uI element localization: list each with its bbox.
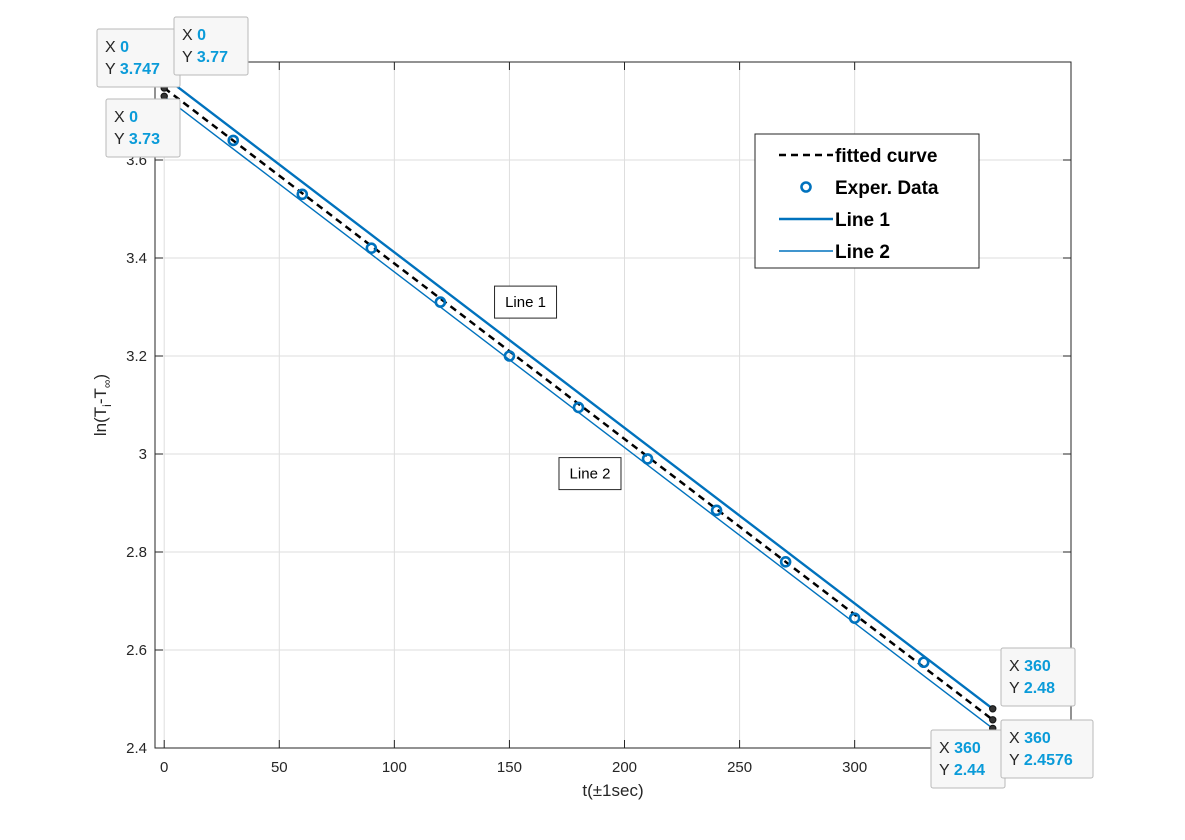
exper-data-point: [434, 296, 447, 308]
y-axis-label: ln(Ti-T∞): [91, 374, 114, 436]
x-tick-label: 0: [160, 759, 168, 776]
datatip: X 0 Y 3.73: [105, 98, 181, 158]
datatip-box: [173, 16, 249, 76]
datatip-y-row: Y 2.44: [939, 762, 985, 779]
datatip-box: [105, 98, 181, 158]
legend-label-line-2: Line 2: [835, 242, 890, 263]
annotations: Line 1 Line 2: [494, 285, 622, 491]
exper-data-point: [917, 656, 930, 669]
y-tick-label: 2.4: [126, 740, 147, 757]
datatip-marker: [989, 705, 997, 713]
exper-data-point: [572, 401, 585, 414]
exper-data-point: [779, 555, 792, 568]
datatip-y-row: Y 2.48: [1009, 680, 1055, 697]
x-axis-label: t(±1sec): [582, 781, 643, 800]
legend-marker-exper-data: [800, 181, 812, 193]
datatip-x-row: X 0: [105, 39, 129, 56]
datatip-y-row: Y 3.73: [114, 131, 160, 148]
exper-data-point: [503, 350, 516, 362]
datatip: X 0 Y 3.747: [96, 28, 181, 88]
annotation-box: Line 2: [558, 457, 622, 491]
datatip-marker: [989, 716, 997, 724]
annotation-text: Line 2: [570, 466, 611, 483]
datatip-x-row: X 0: [182, 27, 206, 44]
datatip-y-row: Y 3.77: [182, 49, 228, 66]
datatip: X 360 Y 2.48: [1000, 647, 1076, 707]
exper-data-point: [227, 134, 240, 147]
series-layer: [163, 75, 994, 729]
annotation-frame: [558, 457, 622, 491]
annotation-text: Line 1: [505, 294, 546, 311]
annotation-frame: [494, 285, 558, 319]
y-tick-label: 3.2: [126, 348, 147, 365]
x-tick-label: 50: [271, 759, 288, 776]
y-tick-label: 2.8: [126, 544, 147, 561]
datatip-box: [930, 729, 1006, 789]
datatip-x-row: X 0: [114, 109, 138, 126]
legend-label-line-1: Line 1: [835, 210, 890, 231]
annotation-box: Line 1: [494, 285, 558, 319]
x-tick-label: 200: [612, 759, 637, 776]
line-1-line: [163, 75, 994, 710]
exper-data-point: [710, 504, 723, 517]
legend-label-exper-data: Exper. Data: [835, 178, 939, 199]
x-tick-label: 250: [727, 759, 752, 776]
x-tick-label: 100: [382, 759, 407, 776]
plot-border: [154, 61, 1072, 749]
legend-label-fitted-curve: fitted curve: [835, 146, 937, 167]
exper-data-point: [848, 612, 861, 624]
y-tick-label: 3.4: [126, 250, 147, 267]
datatip: X 360 Y 2.44: [930, 729, 1006, 789]
exper-data-point: [641, 453, 654, 465]
datatip-x-row: X 360: [939, 740, 981, 757]
x-tick-label: 300: [842, 759, 867, 776]
x-tick-label: 150: [497, 759, 522, 776]
datatip-x-row: X 360: [1009, 658, 1051, 675]
datatip: X 360 Y 2.4576: [1000, 719, 1094, 779]
datatip-x-row: X 360: [1009, 730, 1051, 747]
datatip-box: [1000, 719, 1094, 779]
datatip-box: [1000, 647, 1076, 707]
exper-data-point: [365, 242, 378, 254]
y-tick-label: 3: [139, 446, 147, 463]
datatip-y-row: Y 2.4576: [1009, 752, 1073, 769]
legend: fitted curve Exper. Data Line 1 Line 2: [754, 133, 980, 269]
datatip-y-row: Y 3.747: [105, 61, 160, 78]
y-tick-label: 2.6: [126, 642, 147, 659]
datatip: X 0 Y 3.77: [173, 16, 249, 76]
legend-box: [754, 133, 980, 269]
datatip-box: [96, 28, 181, 88]
exper-data-point: [296, 188, 309, 201]
